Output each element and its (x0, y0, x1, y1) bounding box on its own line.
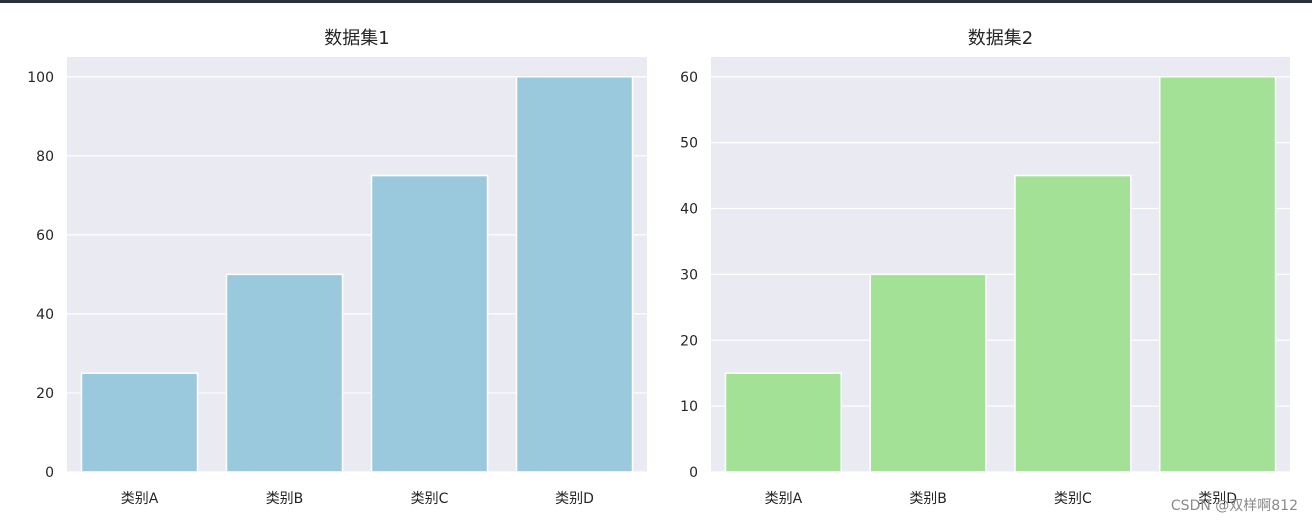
subplot-dataset-1: 0 20 40 60 80 100 类别A 类别B 类别C 类别D 数据集1 (27, 28, 647, 507)
x-tick-label: 类别A (121, 491, 159, 507)
bar-类别A (80, 372, 199, 473)
x-tick-label: 类别D (555, 491, 594, 507)
top-border (0, 0, 1312, 3)
bar-类别B (869, 273, 987, 473)
x-tick-label: 类别A (765, 491, 803, 507)
y-tick-label: 20 (680, 333, 698, 349)
x-tick-label: 类别C (1054, 491, 1092, 507)
y-tick-label: 10 (680, 399, 698, 415)
bar-类别C (370, 174, 489, 473)
y-tick-label: 40 (680, 202, 698, 218)
subplot-dataset-2: 0 10 20 30 40 50 60 类别A 类别B 类别C 类别D 数据集2 (680, 28, 1290, 507)
x-tick-label: 类别B (266, 491, 304, 507)
y-tick-label: 20 (36, 386, 54, 402)
y-tick-label: 0 (689, 465, 698, 481)
chart-title: 数据集1 (324, 28, 389, 49)
bar-类别C (1014, 174, 1132, 473)
y-tick-label: 80 (36, 149, 54, 165)
y-tick-label: 60 (36, 228, 54, 244)
bar-类别D (1158, 76, 1277, 473)
y-tick-label: 100 (27, 70, 54, 86)
x-tick-label: 类别D (1198, 491, 1237, 507)
chart-title: 数据集2 (968, 28, 1033, 49)
bar-类别D (515, 76, 634, 473)
bar-类别A (724, 372, 843, 473)
x-tick-label: 类别B (909, 491, 947, 507)
y-tick-label: 60 (680, 70, 698, 86)
y-tick-label: 0 (45, 465, 54, 481)
y-tick-label: 40 (36, 307, 54, 323)
watermark-text: CSDN @双样啊812 (1170, 498, 1298, 514)
y-tick-label: 30 (680, 267, 698, 283)
x-tick-label: 类别C (411, 491, 449, 507)
bar-类别B (225, 273, 344, 473)
y-tick-label: 50 (680, 136, 698, 152)
